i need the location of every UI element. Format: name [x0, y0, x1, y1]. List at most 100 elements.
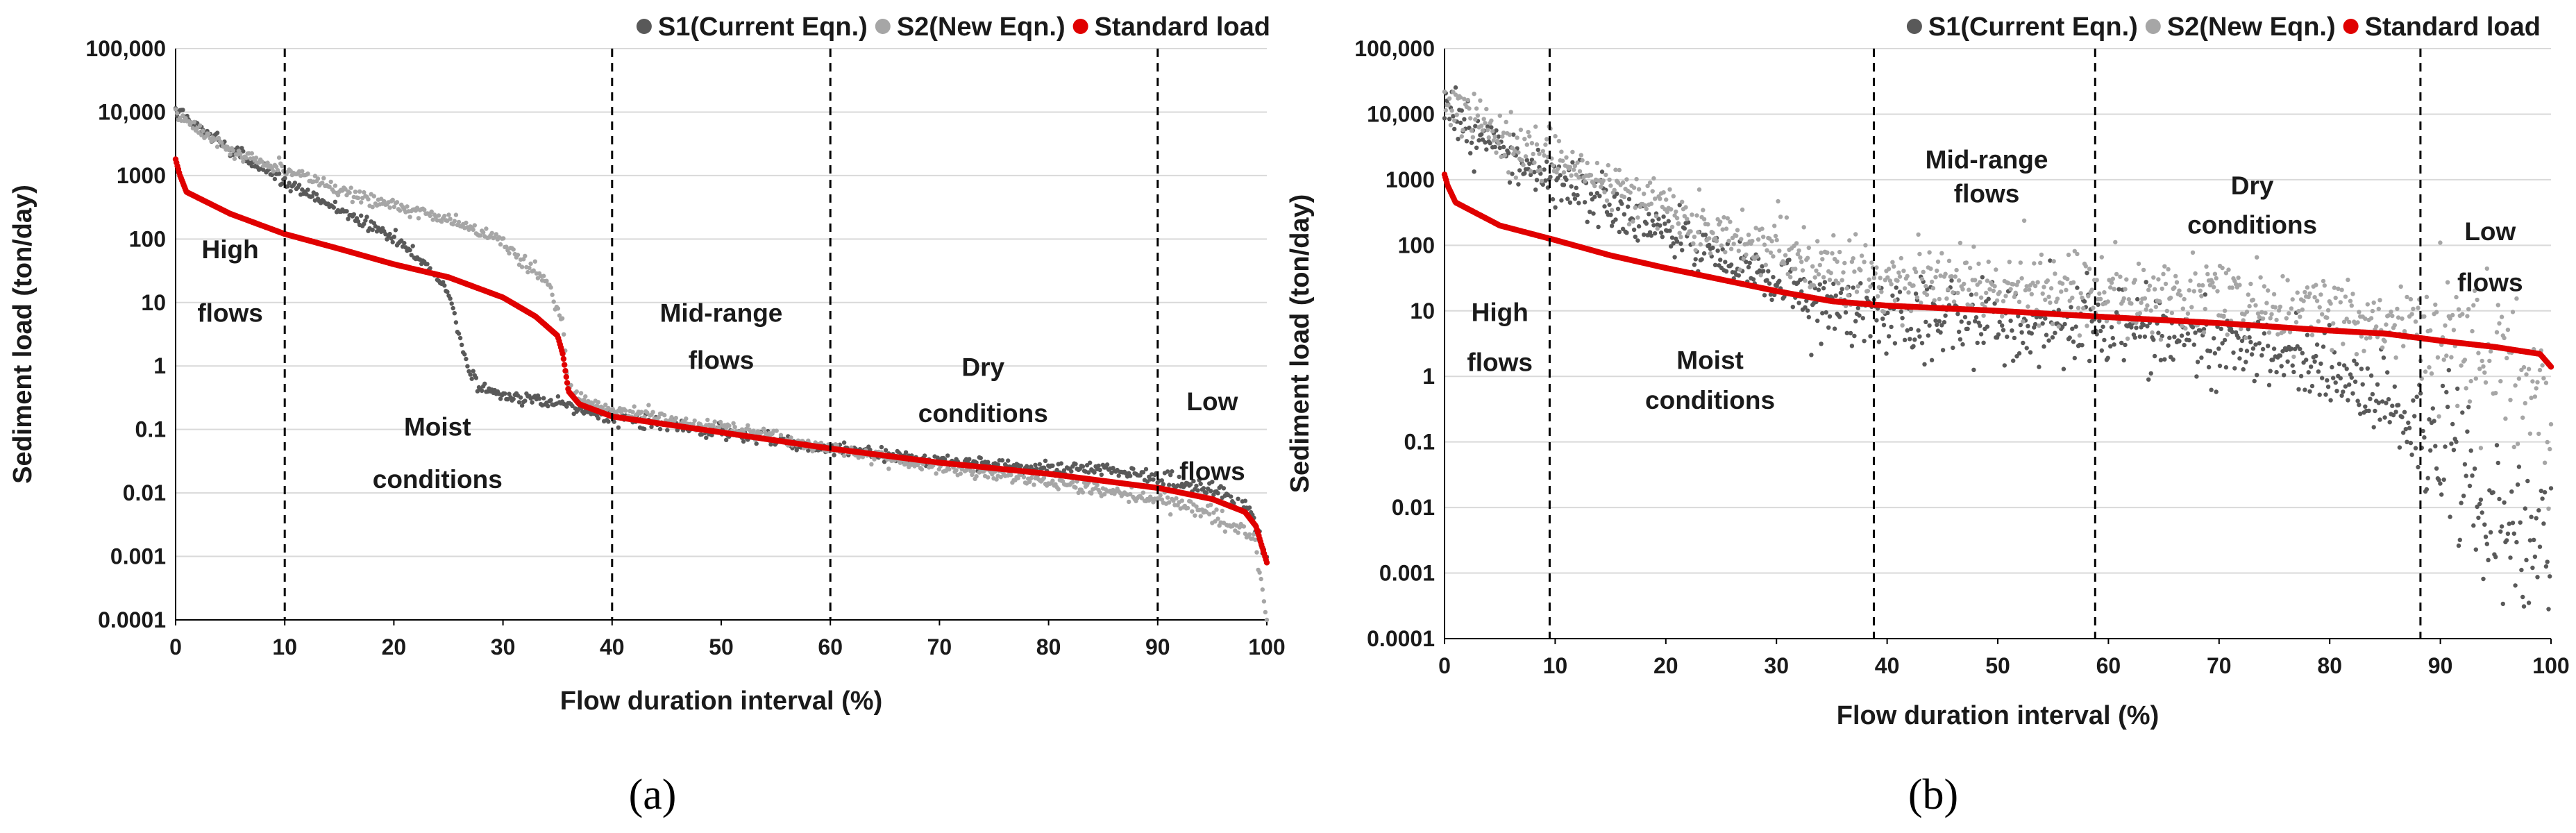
data-point — [2455, 403, 2460, 408]
data-point — [2241, 367, 2246, 372]
data-point — [1750, 239, 1755, 244]
y-tick-label: 0.001 — [1379, 561, 1435, 586]
data-point — [2113, 239, 2118, 245]
data-point — [1902, 337, 1908, 342]
data-point — [2542, 490, 2548, 495]
data-point — [1674, 216, 1680, 221]
data-point — [557, 313, 562, 318]
data-point — [1513, 175, 1518, 180]
data-point — [1631, 227, 1637, 233]
data-point — [1960, 287, 1965, 292]
data-point — [2331, 376, 2336, 380]
data-point — [2268, 316, 2273, 321]
data-point — [2513, 583, 2518, 588]
data-point — [1263, 609, 1268, 615]
data-point — [2005, 280, 2011, 285]
data-point — [1006, 458, 1011, 463]
data-point — [1902, 286, 1908, 291]
data-point — [1769, 297, 1774, 303]
data-point — [2364, 336, 2369, 341]
data-point — [448, 296, 453, 301]
data-point — [362, 190, 367, 195]
data-point — [2373, 408, 2377, 414]
data-point — [2035, 280, 2040, 285]
data-point — [2499, 524, 2505, 529]
data-point — [1787, 258, 1792, 262]
data-point — [2532, 394, 2538, 399]
data-point — [2239, 347, 2244, 353]
data-point — [1086, 470, 1091, 475]
data-point — [206, 131, 211, 137]
data-point — [1556, 139, 1562, 144]
data-point — [2105, 299, 2110, 304]
data-point — [2468, 378, 2473, 384]
data-point — [1528, 169, 1533, 174]
data-point — [1454, 112, 1459, 117]
data-point — [481, 230, 486, 235]
data-point — [1190, 509, 1195, 514]
data-point — [1820, 257, 1825, 262]
data-point — [1849, 344, 1855, 348]
data-point — [1647, 180, 1653, 185]
data-point — [1718, 219, 1723, 224]
data-point — [1653, 231, 1658, 236]
data-point — [1776, 199, 1781, 204]
data-point — [1962, 281, 1967, 287]
data-point — [2390, 313, 2395, 319]
data-point — [1165, 469, 1170, 474]
data-point — [1890, 293, 1895, 298]
data-point — [1526, 130, 1531, 135]
data-point — [2352, 379, 2358, 384]
data-point — [1462, 117, 1467, 121]
data-point — [2363, 404, 2368, 409]
data-point — [1852, 333, 1857, 339]
data-point — [2287, 311, 2291, 316]
data-point — [2408, 440, 2414, 446]
data-point — [872, 457, 877, 462]
data-point — [1900, 316, 1905, 321]
data-point — [1594, 160, 1600, 166]
data-point — [1624, 177, 1629, 182]
data-point — [2511, 531, 2516, 536]
data-point — [2158, 357, 2164, 362]
data-point — [1540, 149, 1545, 153]
data-point — [2135, 296, 2140, 302]
data-point — [2347, 382, 2352, 387]
data-point — [2505, 538, 2509, 543]
data-point — [768, 442, 773, 447]
data-point — [1607, 202, 1612, 207]
data-point — [1939, 251, 1944, 255]
data-point — [1889, 282, 1894, 287]
data-point — [530, 400, 534, 405]
data-point — [1024, 464, 1029, 469]
data-point — [2473, 547, 2478, 552]
data-point — [1840, 287, 1844, 292]
data-point — [355, 195, 361, 201]
data-point — [1768, 250, 1774, 255]
data-point — [1973, 315, 1979, 320]
data-point — [1740, 207, 1745, 212]
data-point — [1508, 110, 1513, 115]
data-point — [1928, 266, 1933, 271]
data-point — [2316, 369, 2321, 374]
data-point — [1876, 285, 1882, 289]
data-point — [2425, 476, 2430, 480]
data-point — [2026, 323, 2030, 328]
data-point — [2357, 310, 2362, 314]
data-point — [1073, 462, 1078, 466]
data-point — [2266, 344, 2271, 348]
data-point — [1881, 310, 1887, 314]
data-point — [2505, 531, 2511, 536]
data-point — [1810, 264, 1815, 269]
data-point — [1033, 462, 1038, 467]
data-point — [596, 416, 601, 421]
data-point — [2546, 506, 2551, 511]
data-point — [879, 444, 884, 450]
data-point — [2392, 323, 2397, 328]
data-point — [2024, 346, 2029, 351]
data-point — [2406, 420, 2411, 426]
data-point — [2032, 261, 2037, 266]
x-tick-label: 10 — [1543, 653, 1568, 678]
data-point — [1923, 319, 1928, 324]
data-point — [2077, 333, 2082, 338]
